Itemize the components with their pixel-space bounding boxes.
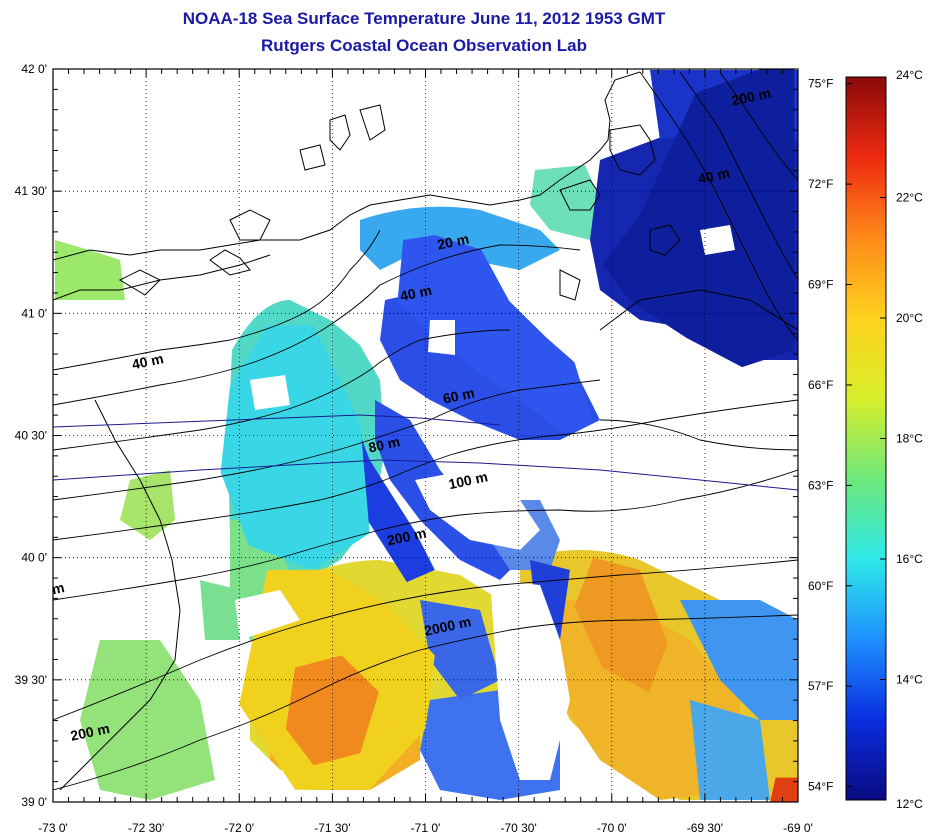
map-subtitle: Rutgers Coastal Ocean Observation Lab (261, 36, 587, 55)
lat-label: 39 30' (15, 673, 47, 687)
celsius-label: 24°C (896, 68, 923, 82)
axis-ticks (52, 68, 799, 803)
fahrenheit-label: 57°F (808, 679, 833, 693)
lon-label: -69 0' (783, 821, 813, 835)
depth-label: 80 m (367, 433, 402, 455)
celsius-label: 18°C (896, 432, 923, 446)
temperature-region (574, 557, 668, 693)
celsius-label: 20°C (896, 311, 923, 325)
depth-label: 60 m (441, 384, 476, 406)
fahrenheit-label: 66°F (808, 378, 833, 392)
fahrenheit-label: 60°F (808, 579, 833, 593)
lon-label: -71 30' (314, 821, 350, 835)
celsius-label: 22°C (896, 191, 923, 205)
lon-label: -73 0' (38, 821, 68, 835)
lat-label: 41 30' (15, 184, 47, 198)
colorbar-ticks (846, 76, 886, 801)
lat-label: 40 0' (21, 551, 47, 565)
longitude-labels: -73 0' -72 30' -72 0' -71 30' -71 0' -70 30' -… (38, 821, 813, 835)
celsius-label: 16°C (896, 552, 923, 566)
celsius-label: 14°C (896, 673, 923, 687)
lat-label: 39 0' (21, 795, 47, 809)
temperature-region (770, 777, 798, 802)
fahrenheit-label: 75°F (808, 77, 833, 91)
lat-lon-grid (53, 69, 798, 802)
temperature-region (602, 69, 795, 368)
fahrenheit-labels: 75°F 72°F 69°F 66°F 63°F 60°F 57°F 54°F (808, 77, 833, 794)
depth-label: 40 m (399, 282, 434, 304)
fahrenheit-label: 69°F (808, 278, 833, 292)
depth-label: 40 m (130, 350, 165, 372)
fahrenheit-label: 72°F (808, 177, 833, 191)
fahrenheit-label: 54°F (808, 780, 833, 794)
lon-label: -70 0' (597, 821, 627, 835)
depth-label: m (50, 579, 66, 597)
lon-label: -69 30' (687, 821, 723, 835)
depth-label: 20 m (436, 230, 471, 252)
colorbar (845, 76, 887, 801)
temperature-region (313, 325, 435, 583)
lat-label: 41 0' (21, 306, 47, 320)
latitude-labels: 42 0' 41 30' 41 0' 40 30' 40 0' 39 30' 39 0' (15, 62, 47, 809)
temperature-region (397, 235, 594, 436)
bathymetry-contours (53, 71, 798, 791)
lon-label: -70 30' (500, 821, 536, 835)
lon-label: -72 30' (128, 821, 164, 835)
lat-label: 42 0' (21, 62, 47, 76)
temperature-region (285, 655, 379, 766)
lat-label: 40 30' (15, 429, 47, 443)
map-title: NOAA-18 Sea Surface Temperature June 11,… (182, 9, 666, 28)
lon-label: -71 0' (411, 821, 441, 835)
celsius-labels: 24°C 22°C 20°C 18°C 16°C 14°C 12°C (896, 68, 923, 811)
transect-lines (53, 414, 798, 491)
lon-label: -72 0' (224, 821, 254, 835)
fahrenheit-label: 63°F (808, 478, 833, 492)
celsius-label: 12°C (896, 797, 923, 811)
